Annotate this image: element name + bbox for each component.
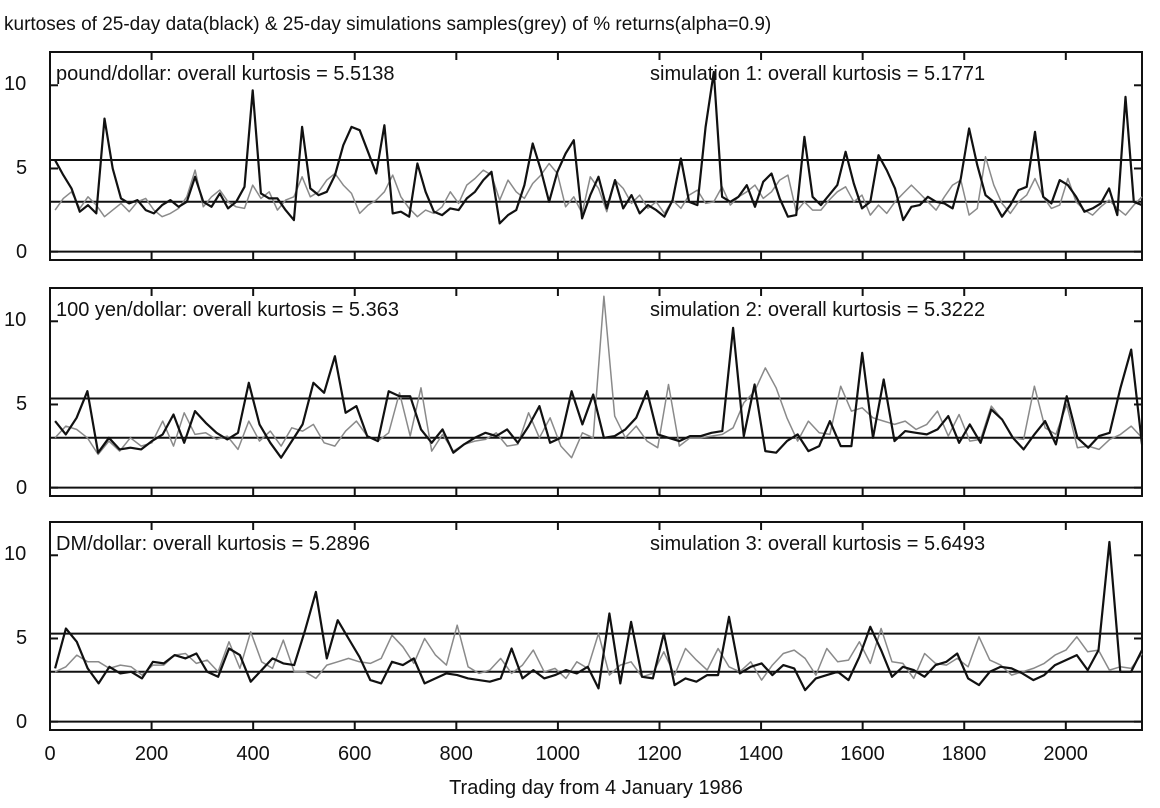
panel-1: pound/dollar: overall kurtosis = 5.5138 … xyxy=(4,51,1143,263)
panel-3-plot xyxy=(49,522,1143,730)
panel-2-data-label: 100 yen/dollar: overall kurtosis = 5.363 xyxy=(56,299,399,321)
panel-1-data-label: pound/dollar: overall kurtosis = 5.5138 xyxy=(56,63,395,85)
panel-1-ytick-0: 0 xyxy=(16,241,27,263)
panel-1-ytick-5: 5 xyxy=(16,157,27,179)
panel-3: DM/dollar: overall kurtosis = 5.2896 sim… xyxy=(4,521,1143,733)
panel-2: 100 yen/dollar: overall kurtosis = 5.363… xyxy=(4,287,1143,499)
panel-2-simulation-series xyxy=(54,295,1143,459)
x-axis: 0 200 400 600 800 1000 1200 1400 1600 18… xyxy=(44,743,1087,765)
x-tick-label: 400 xyxy=(236,743,269,765)
panel-2-data-series xyxy=(54,326,1144,459)
x-tick-label: 1800 xyxy=(942,743,987,765)
panel-2-ytick-0: 0 xyxy=(16,477,27,499)
x-tick-label: 1000 xyxy=(536,743,581,765)
panel-3-sim-label: simulation 3: overall kurtosis = 5.6493 xyxy=(650,533,985,555)
panel-3-data-label: DM/dollar: overall kurtosis = 5.2896 xyxy=(56,533,370,555)
x-tick-label: 1200 xyxy=(637,743,682,765)
panel-3-ytick-0: 0 xyxy=(16,711,27,733)
x-tick-label: 1400 xyxy=(739,743,784,765)
panel-2-sim-label: simulation 2: overall kurtosis = 5.3222 xyxy=(650,299,985,321)
x-tick-label: 800 xyxy=(440,743,473,765)
panel-3-data-series xyxy=(54,540,1143,692)
panel-2-ytick-10: 10 xyxy=(4,309,26,331)
chart-title: kurtoses of 25-day data(black) & 25-day … xyxy=(4,14,771,35)
panel-1-simulation-series xyxy=(54,156,1143,218)
panel-1-data-series xyxy=(54,70,1143,225)
panel-3-ytick-10: 10 xyxy=(4,543,26,565)
panel-1-plot xyxy=(49,52,1143,260)
panel-3-ytick-5: 5 xyxy=(16,627,27,649)
panel-1-frame xyxy=(49,51,1143,261)
x-tick-label: 0 xyxy=(44,743,55,765)
x-axis-label: Trading day from 4 January 1986 xyxy=(449,777,743,799)
x-tick-label: 600 xyxy=(338,743,371,765)
panel-2-ytick-5: 5 xyxy=(16,393,27,415)
x-tick-label: 200 xyxy=(135,743,168,765)
panel-2-plot xyxy=(49,288,1144,496)
panel-3-frame xyxy=(49,521,1143,731)
x-tick-label: 1600 xyxy=(840,743,885,765)
x-tick-label: 2000 xyxy=(1043,743,1088,765)
panel-2-frame xyxy=(49,287,1143,497)
panel-1-sim-label: simulation 1: overall kurtosis = 5.1771 xyxy=(650,63,985,85)
panel-1-ytick-10: 10 xyxy=(4,73,26,95)
